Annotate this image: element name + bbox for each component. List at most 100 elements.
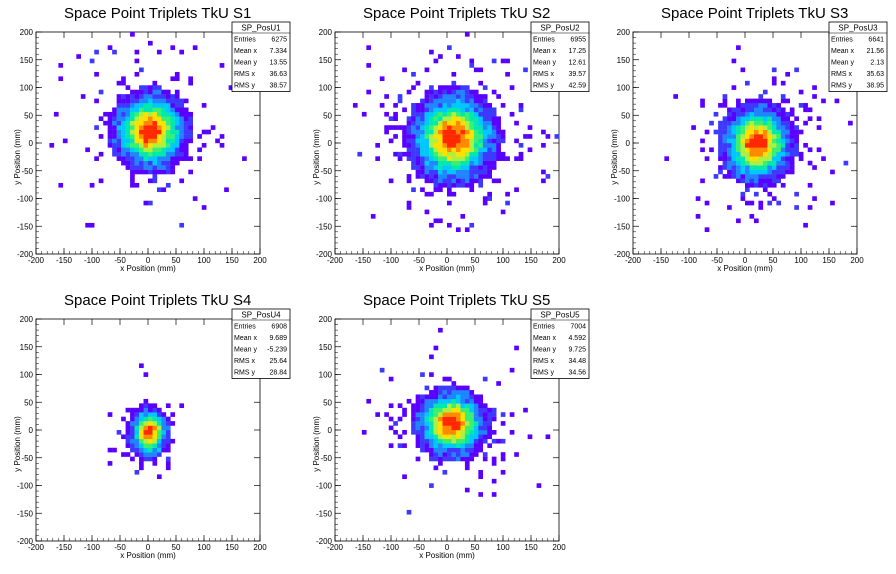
heatmap-cell: [165, 434, 171, 440]
heatmap-cell: [473, 111, 479, 117]
heatmap-cell: [165, 416, 171, 422]
heatmap-cell: [695, 214, 701, 219]
heatmap-cell: [438, 425, 443, 431]
heatmap-cell: [447, 407, 452, 413]
heatmap-cell: [455, 425, 461, 431]
heatmap-cell: [388, 376, 394, 382]
heatmap-cell: [482, 425, 488, 431]
heatmap-cell: [183, 120, 189, 126]
heatmap-cell: [478, 394, 484, 400]
heatmap-cell: [76, 54, 81, 59]
heatmap-cell: [816, 125, 822, 130]
heatmap-cell: [464, 465, 470, 471]
heatmap-cell: [116, 138, 122, 144]
heatmap-cell: [455, 98, 461, 104]
heatmap-cell: [740, 111, 746, 117]
heatmap-cell: [762, 129, 768, 135]
heatmap-cell: [161, 438, 167, 444]
heatmap-cell: [402, 443, 407, 448]
heatmap-cell: [700, 147, 705, 153]
heatmap-cell: [402, 129, 407, 135]
heatmap-cell: [161, 430, 167, 435]
heatmap-cell: [420, 103, 425, 108]
heatmap-cell: [482, 456, 488, 462]
heatmap-cell: [156, 151, 162, 157]
y-tick-label: 150: [319, 343, 333, 352]
heatmap-cell: [379, 76, 385, 82]
heatmap-cell: [134, 134, 140, 139]
heatmap-cell: [165, 120, 171, 126]
heatmap-cell: [491, 416, 497, 422]
heatmap-cell: [402, 134, 407, 139]
heatmap-cell: [161, 143, 167, 148]
heatmap-cell: [473, 443, 479, 448]
heatmap-cell: [424, 98, 430, 104]
heatmap-cell: [447, 398, 452, 404]
heatmap-cell: [130, 89, 135, 95]
heatmap-cell: [482, 434, 488, 440]
heatmap-cell: [98, 134, 104, 139]
heatmap-cell: [455, 107, 461, 113]
heatmap-cell: [771, 80, 777, 86]
x-tick-label: -100: [383, 256, 400, 265]
heatmap-cell: [411, 421, 416, 426]
heatmap-cell: [491, 125, 497, 130]
heatmap-cell: [745, 143, 750, 148]
x-tick-label: 100: [496, 256, 510, 265]
heatmap-cell: [451, 98, 457, 104]
stats-name: SP_PosU4: [241, 311, 281, 320]
heatmap-cell: [473, 129, 479, 135]
stats-label: RMS x: [234, 71, 256, 78]
stats-value: 12.61: [568, 60, 586, 67]
heatmap-cell: [473, 425, 479, 431]
heatmap-cell: [496, 147, 501, 153]
heatmap-cell: [130, 116, 135, 121]
heatmap-cell: [758, 182, 764, 188]
heatmap-cell: [451, 125, 457, 130]
heatmap-cell: [429, 483, 434, 488]
heatmap-cell: [780, 116, 786, 121]
heatmap-cell: [727, 165, 732, 170]
heatmap-cell: [722, 151, 728, 157]
heatmap-cell: [482, 160, 488, 166]
heatmap-cell: [473, 434, 479, 440]
stats-value: -5.239: [267, 347, 287, 354]
heatmap-cell: [152, 156, 158, 161]
heatmap-cell: [469, 394, 475, 400]
heatmap-cell: [451, 425, 457, 431]
heatmap-cell: [727, 147, 732, 153]
heatmap-cell: [388, 416, 394, 422]
heatmap-cell: [794, 143, 799, 148]
heatmap-cell: [469, 125, 475, 130]
x-tick-label: 50: [471, 543, 480, 552]
heatmap-cell: [170, 98, 176, 104]
heatmap-cell: [179, 178, 185, 184]
heatmap-cell: [433, 456, 439, 462]
heatmap-cell: [215, 138, 220, 144]
heatmap-cell: [411, 147, 416, 153]
heatmap-cell: [397, 94, 403, 99]
heatmap-cell: [491, 143, 497, 148]
heatmap-cell: [139, 465, 144, 471]
heatmap-cell: [807, 205, 813, 210]
heatmap-cell: [411, 103, 416, 108]
heatmap-cell: [487, 156, 492, 161]
heatmap-cell: [420, 421, 425, 426]
heatmap-cell: [794, 205, 799, 210]
heatmap-cell: [433, 385, 439, 391]
heatmap-cell: [718, 129, 723, 135]
heatmap-cells: [49, 32, 247, 228]
heatmap-cell: [375, 156, 380, 161]
heatmap-cell: [411, 120, 416, 126]
heatmap-cell: [388, 125, 394, 130]
heatmap-cell: [830, 169, 835, 175]
heatmap-cell: [411, 71, 416, 77]
heatmap-cell: [429, 125, 434, 130]
heatmap-cell: [130, 165, 135, 170]
heatmap-cell: [718, 120, 723, 126]
heatmap-cell: [771, 138, 777, 144]
heatmap-cell: [125, 125, 131, 130]
heatmap-cell: [447, 376, 452, 382]
heatmap-cell: [718, 156, 723, 161]
heatmap-cell: [767, 116, 773, 121]
